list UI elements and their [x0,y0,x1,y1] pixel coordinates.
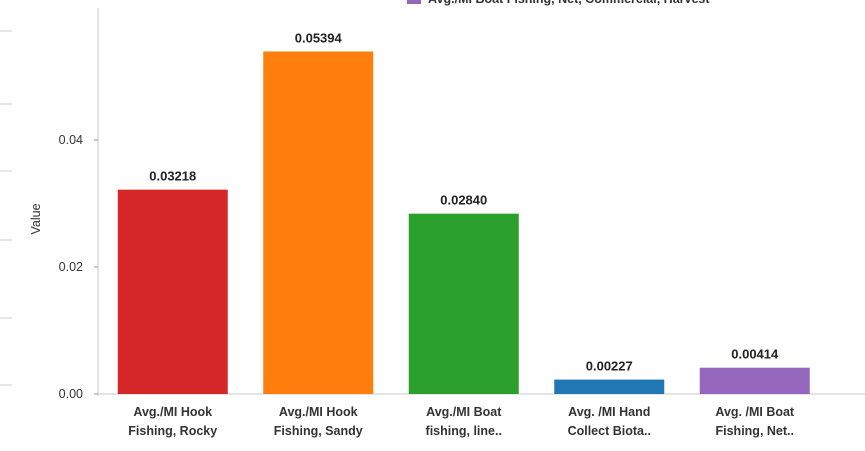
data-label: 0.03218 [149,169,196,184]
bar [117,189,228,394]
bar [263,51,374,395]
x-tick-label: Avg./MI Hook [133,405,212,419]
x-tick-label: fishing, line.. [426,424,502,438]
x-tick-label: Avg./MI Hook [279,405,358,419]
y-tick-label: 0.04 [59,133,83,147]
y-tick-label: 0.00 [59,387,83,401]
legend: Avg./MI Boat Fishing, Net, Commercial, H… [407,0,710,6]
legend-swatch [407,0,421,4]
bar [554,379,665,394]
legend-entry: Avg./MI Boat Fishing, Net, Commercial, H… [428,0,710,6]
x-tick-label: Avg./MI Boat [426,405,502,419]
category-labels: Avg./MI Hook Fishing, Rocky Avg./MI Hook Fi… [128,405,795,438]
bar [408,213,519,394]
x-tick-label: Fishing, Net.. [716,424,794,438]
data-label: 0.00227 [586,359,633,374]
y-tick-label: 0.02 [59,260,83,274]
x-tick-label: Fishing, Rocky [128,424,217,438]
x-tick-label: Avg. /MI Hand [568,405,650,419]
x-tick-label: Fishing, Sandy [274,424,363,438]
y-axis-title: Value [29,203,43,234]
data-label: 0.05394 [295,30,343,45]
data-label: 0.00414 [731,347,779,362]
data-label: 0.02840 [440,193,487,208]
x-tick-label: Collect Biota.. [568,424,651,438]
x-tick-label: Avg. /MI Boat [715,405,795,419]
bars [117,51,810,395]
value-labels: 0.03218 0.05394 0.02840 0.00227 0.00414 [149,30,779,373]
bar [699,367,810,394]
